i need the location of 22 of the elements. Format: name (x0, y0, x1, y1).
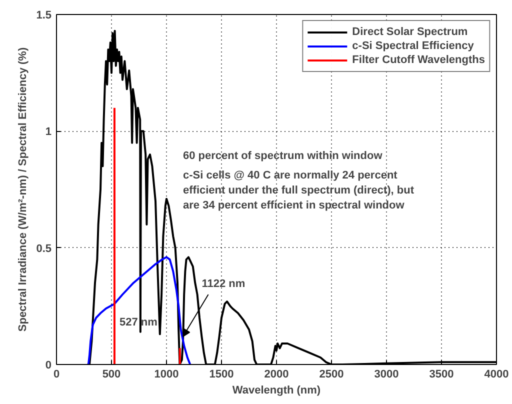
y-tick-label: 1.5 (36, 10, 52, 22)
x-tick-label: 0 (53, 368, 60, 380)
x-axis-title: Wavelength (nm) (232, 384, 321, 396)
annotation: 527 nm (119, 316, 158, 328)
annotation: 60 percent of spectrum within window (183, 150, 383, 162)
y-axis-title: Spectral Irradiance (W/m²-nm) / Spectral Efficiency (%) (17, 47, 30, 332)
legend-label: c-Si Spectral Efficiency (352, 39, 474, 53)
x-tick-label: 3500 (429, 368, 454, 380)
x-tick-label: 3000 (374, 368, 399, 380)
legend-label: Filter Cutoff Wavelengths (352, 53, 485, 67)
y-tick-label: 0.5 (36, 242, 52, 255)
x-tick-label: 2500 (319, 368, 344, 380)
annotation: 1122 nm (202, 278, 246, 290)
x-tick-label: 1000 (154, 368, 179, 380)
y-tick-label: 1 (45, 126, 52, 138)
x-tick-label: 1500 (209, 368, 234, 380)
x-tick-label: 2000 (264, 368, 289, 380)
y-tick-label: 0 (45, 360, 52, 372)
annotation: c-Si cells @ 40 C are normally 24 percent efficient under the full spectrum (direct), but are 34 percent efficient in spectral window (183, 170, 414, 212)
legend-label: Direct Solar Spectrum (352, 25, 468, 39)
x-tick-label: 4000 (484, 368, 509, 380)
x-tick-label: 500 (102, 368, 121, 380)
